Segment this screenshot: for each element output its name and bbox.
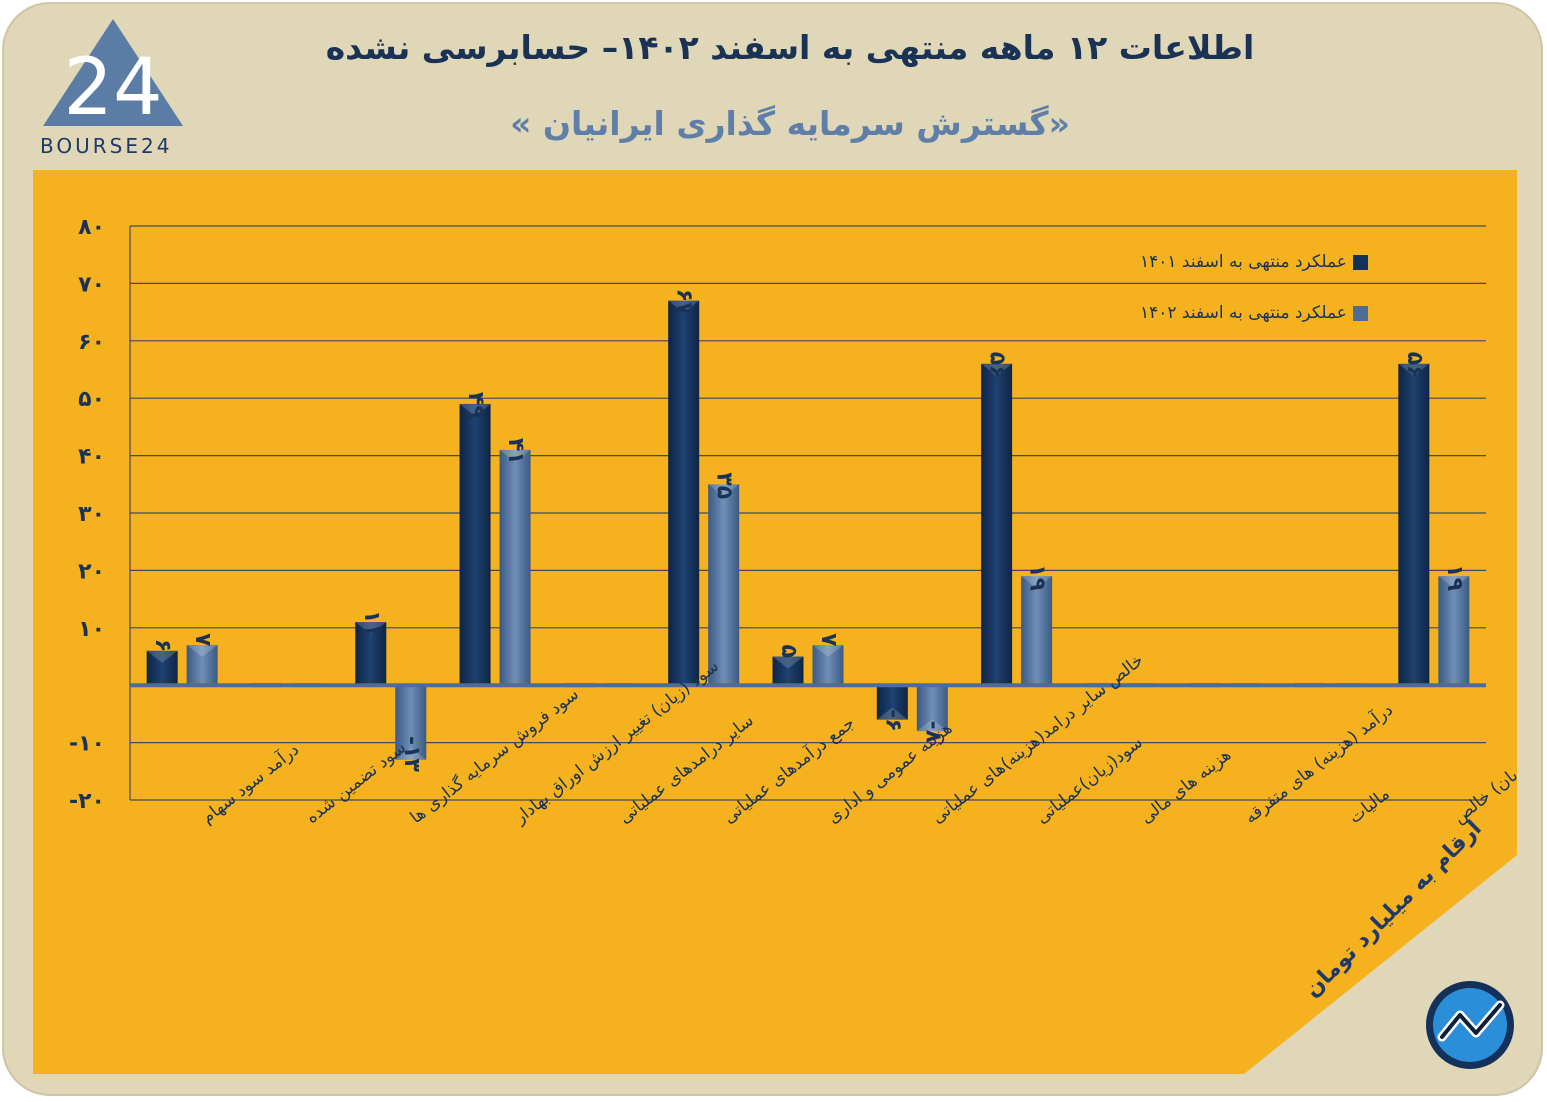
bar-bevel bbox=[876, 707, 908, 720]
bar-1402 bbox=[186, 645, 218, 686]
bar-bevel bbox=[981, 363, 1013, 376]
x-tick-label: سود(زیان) خالص bbox=[1450, 737, 1517, 828]
data-label-1401: ۶ bbox=[150, 639, 175, 652]
logo-text: BOURSE24 bbox=[40, 134, 173, 158]
x-tick-label: مالیات bbox=[1345, 784, 1393, 828]
y-tick-label: -۲۰ bbox=[69, 789, 105, 814]
legend-item-1401: عملکرد منتهی به اسفند ۱۴۰۱ bbox=[1140, 252, 1368, 272]
bar-bevel bbox=[812, 645, 844, 658]
y-tick-label: ۷۰ bbox=[78, 272, 105, 297]
logo-mark: 24 bbox=[63, 43, 162, 133]
bar-1401 bbox=[459, 403, 491, 686]
bar-1402 bbox=[812, 645, 844, 686]
page-subtitle: «گسترش سرمایه گذاری ایرانیان » bbox=[510, 104, 1070, 143]
bar-bevel bbox=[708, 484, 740, 497]
data-label-1401: -۶ bbox=[880, 709, 905, 732]
bar-bevel bbox=[146, 650, 178, 663]
bar-1401 bbox=[355, 622, 387, 686]
data-label-1402: ۱۹ bbox=[1442, 564, 1467, 591]
page-title: اطلاعات ۱۲ ماهه منتهی به اسفند ۱۴۰۲– حسا… bbox=[325, 28, 1255, 67]
bar-bevel bbox=[772, 656, 804, 669]
bar-bevel bbox=[459, 403, 491, 416]
y-tick-label: ۲۰ bbox=[78, 559, 105, 584]
legend-label-1401: عملکرد منتهی به اسفند ۱۴۰۱ bbox=[1140, 252, 1347, 272]
bourse24-logo: 24 bbox=[43, 19, 183, 133]
bar-1402 bbox=[916, 685, 948, 732]
data-label-1402: -۱۳ bbox=[399, 736, 424, 773]
legend-item-1402: عملکرد منتهی به اسفند ۱۴۰۲ bbox=[1140, 303, 1368, 323]
bar-1401 bbox=[146, 650, 178, 686]
y-tick-label: ۱۰ bbox=[78, 617, 105, 642]
data-label-1401: ۵۶ bbox=[985, 352, 1010, 379]
bar-bevel bbox=[668, 300, 700, 313]
y-tick-label: -۱۰ bbox=[69, 732, 105, 757]
y-tick-label: ۶۰ bbox=[78, 330, 105, 355]
data-label-1401: ۱۱ bbox=[359, 610, 384, 637]
bar-1402 bbox=[395, 685, 427, 760]
bar-1401 bbox=[772, 656, 804, 686]
bar-1401 bbox=[876, 685, 908, 720]
bar-bevel bbox=[395, 747, 427, 760]
x-tick-label: هزینه های مالی bbox=[1137, 745, 1235, 828]
x-tick-label: سود(زیان)عملیاتی bbox=[1032, 733, 1146, 828]
bar-1401 bbox=[668, 300, 700, 686]
bars bbox=[130, 300, 1486, 760]
data-label-1401: ۵۶ bbox=[1402, 352, 1427, 379]
data-label-1402: ۴۱ bbox=[503, 438, 528, 465]
bar-bevel bbox=[1438, 576, 1470, 589]
legend-swatch-1401 bbox=[1352, 254, 1368, 270]
y-axis-ticks: -۲۰ -۱۰ ۱۰ ۲۰ ۳۰ ۴۰ ۵۰ ۶۰ ۷۰ ۸۰ bbox=[69, 215, 105, 814]
bar-bevel bbox=[499, 449, 531, 462]
bar-bevel bbox=[186, 645, 218, 658]
bar-1401 bbox=[1398, 363, 1430, 686]
bar-bevel bbox=[355, 622, 387, 635]
x-tick-label: سود تضمین شده bbox=[302, 738, 410, 828]
data-label-1402: ۳۵ bbox=[712, 472, 737, 499]
y-tick-label: ۵۰ bbox=[78, 387, 105, 412]
data-label-1401: ۶۷ bbox=[672, 289, 697, 316]
y-tick-label: ۸۰ bbox=[78, 215, 105, 240]
corner-decoration bbox=[1244, 855, 1517, 1074]
bar-bevel bbox=[916, 719, 948, 732]
x-tick-label: درآمد سود سهام bbox=[197, 738, 303, 828]
legend-label-1402: عملکرد منتهی به اسفند ۱۴۰۲ bbox=[1140, 303, 1347, 323]
data-label-1402: ۱۹ bbox=[1025, 564, 1050, 591]
bar-1402 bbox=[708, 484, 740, 686]
bar-bevel bbox=[1398, 363, 1430, 376]
bar-bevel bbox=[1021, 576, 1053, 589]
legend-swatch-1402 bbox=[1352, 305, 1368, 321]
data-label-1401: ۵ bbox=[776, 645, 801, 658]
data-label-1402: ۷ bbox=[816, 633, 841, 647]
chart-panel bbox=[33, 170, 1517, 1074]
bar-1402 bbox=[499, 449, 531, 686]
data-label-1402: -۸ bbox=[920, 721, 945, 744]
bar-1401 bbox=[981, 363, 1013, 686]
bar-1402 bbox=[1021, 576, 1053, 686]
bar-1402 bbox=[1438, 576, 1470, 686]
data-label-1402: ۷ bbox=[190, 633, 215, 647]
data-label-1401: ۴۹ bbox=[463, 392, 488, 419]
y-tick-label: ۴۰ bbox=[78, 445, 105, 470]
x-tick-label: سود فروش سرمایه گذاری ها bbox=[406, 683, 583, 828]
y-tick-label: ۳۰ bbox=[78, 502, 105, 527]
